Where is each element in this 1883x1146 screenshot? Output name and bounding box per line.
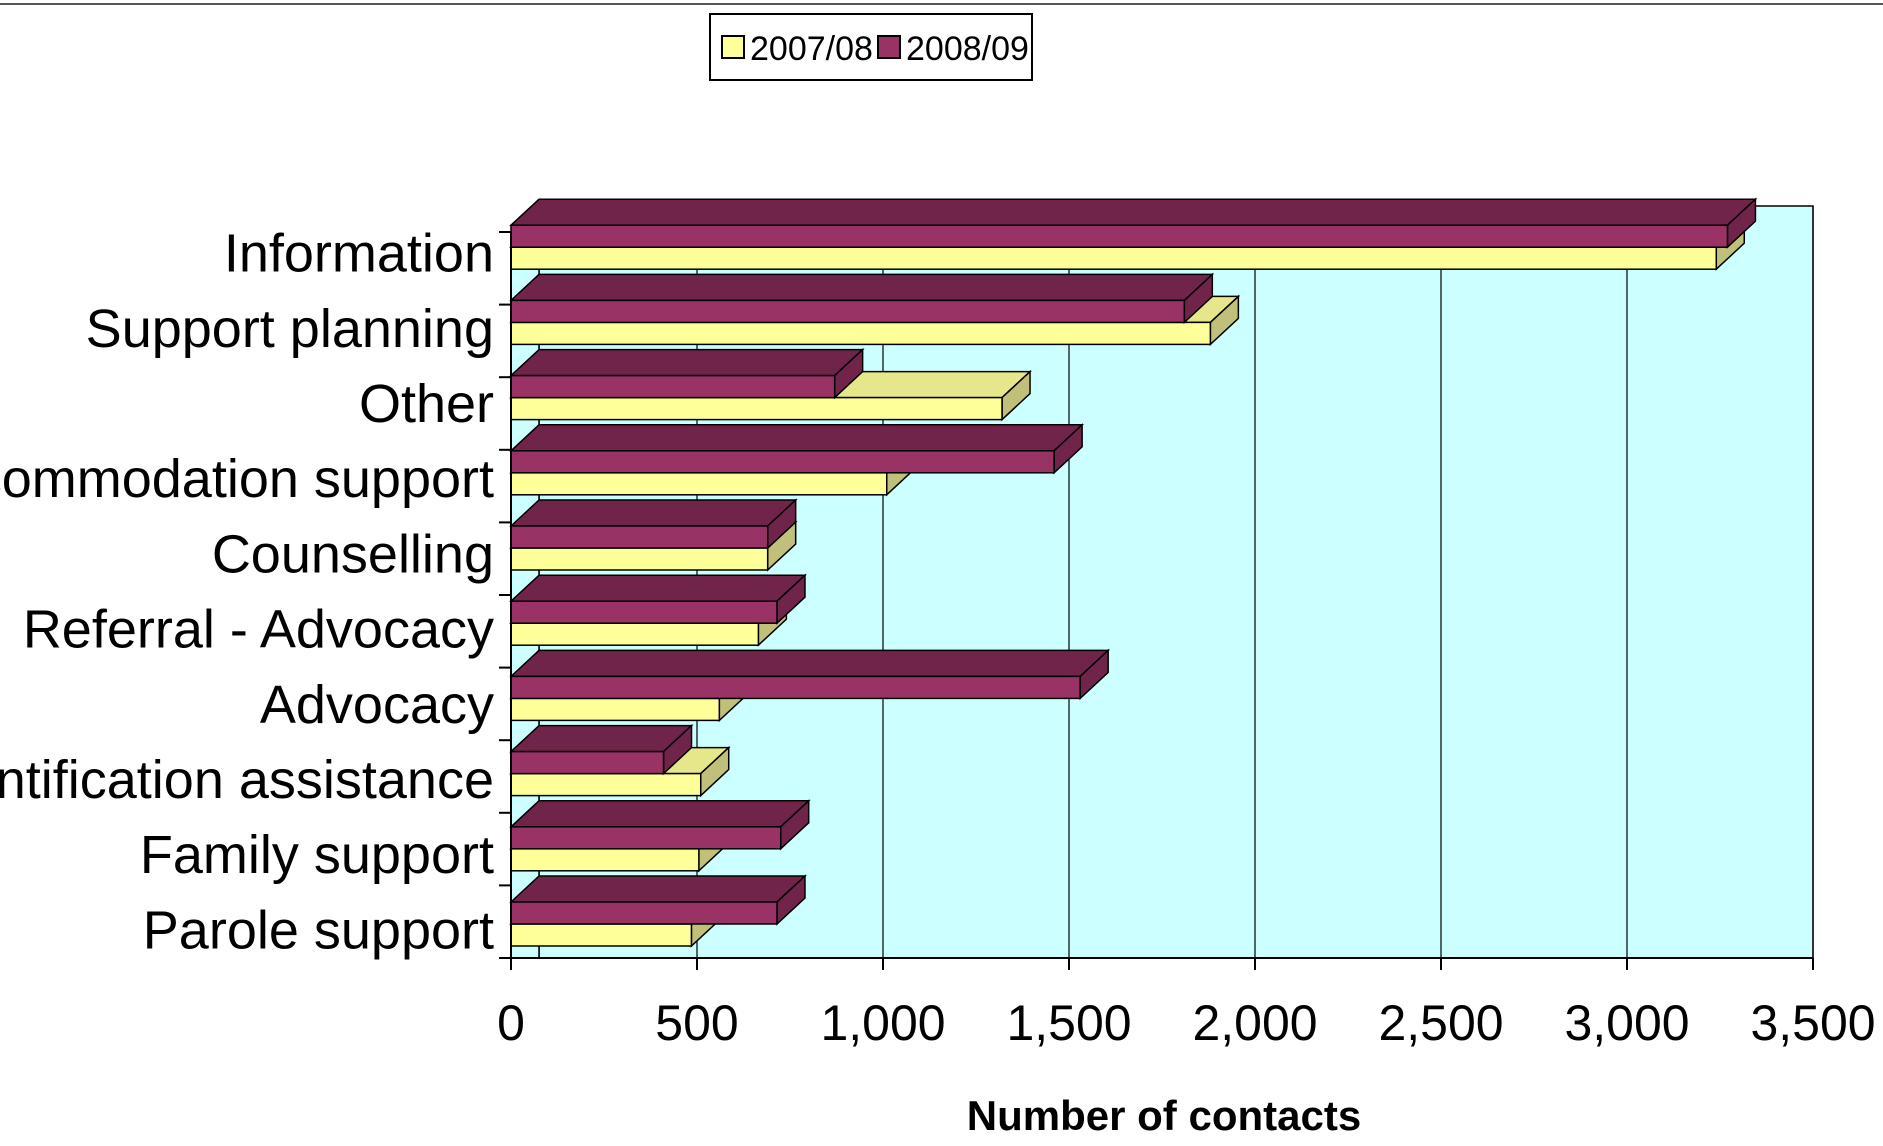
bar-front-face: [510, 472, 888, 496]
bar-front-face: [510, 923, 693, 947]
category-label: Parole support: [143, 900, 494, 960]
category-label: Identification assistance: [0, 750, 494, 810]
category-label: Accommodation support: [0, 449, 494, 509]
axes: [499, 231, 1814, 970]
category-label: Family support: [140, 825, 494, 885]
bar-top-face: [509, 574, 807, 602]
x-tick-label: 3,000: [1564, 995, 1689, 1051]
bar-front-face: [510, 901, 778, 925]
bar-top-face: [509, 649, 1111, 678]
legend-box: [709, 13, 1033, 81]
bar-2008-09: [509, 573, 807, 625]
bar-front-face: [510, 374, 836, 399]
bar-top-face: [509, 424, 1085, 452]
legend-swatch-2008-09: [877, 35, 901, 59]
x-tick-label: 1,000: [820, 995, 945, 1051]
category-label: Other: [359, 374, 494, 434]
bar-2008-09: [509, 347, 865, 400]
category-labels: Information Support planning Other Accommod…: [0, 224, 494, 961]
bar-front-face: [510, 299, 1186, 324]
bar-front-face: [510, 622, 760, 646]
bars: [509, 197, 1758, 948]
bar-2008-09: [509, 874, 807, 926]
category-label: Support planning: [86, 299, 494, 359]
x-tick-labels: 0 500 1,000 1,500 2,000 2,500 3,000 3,500: [497, 995, 1875, 1051]
x-tick-label: 3,500: [1750, 995, 1875, 1051]
bar-front-face: [510, 697, 721, 722]
x-tick-label: 500: [655, 995, 738, 1051]
bar-front-face: [510, 547, 769, 571]
bar-front-face: [510, 848, 700, 872]
bar-top-face: [509, 348, 865, 377]
category-label: Information: [224, 224, 494, 284]
bar-top-face: [509, 198, 1758, 226]
bar-top-face: [509, 875, 807, 903]
bar-top-face: [509, 499, 798, 527]
bar-front-face: [510, 396, 1003, 421]
bar-front-face: [510, 750, 665, 775]
legend-label-2008-09: 2008/09: [906, 30, 1029, 68]
bar-front-face: [510, 525, 769, 549]
legend-label-2007-08: 2007/08: [750, 30, 873, 68]
x-tick-label: 2,500: [1378, 995, 1503, 1051]
category-label: Counselling: [212, 524, 494, 584]
category-label: Referral - Advocacy: [23, 600, 494, 660]
bar-2008-09: [509, 723, 694, 776]
bar-top-face: [509, 273, 1215, 302]
bar-front-face: [510, 246, 1718, 270]
bar-2008-09: [509, 498, 798, 550]
bar-2008-09: [509, 272, 1215, 325]
legend-swatch-2007-08: [721, 35, 745, 59]
x-tick-label: 0: [497, 995, 525, 1051]
x-tick-label: 1,500: [1006, 995, 1131, 1051]
bar-2008-09: [509, 423, 1085, 475]
x-axis-title: Number of contacts: [967, 1092, 1361, 1139]
bar-front-face: [510, 450, 1055, 474]
bar-top-face: [509, 724, 694, 753]
bar-front-face: [510, 772, 702, 797]
x-tick-label: 2,000: [1192, 995, 1317, 1051]
bar-2008-09: [509, 197, 1758, 249]
bar-front-face: [510, 675, 1081, 700]
bar-front-face: [510, 321, 1212, 346]
bar-front-face: [510, 224, 1729, 248]
legend: 2007/08 2008/09: [709, 13, 1033, 81]
bar-2008-09: [509, 799, 811, 851]
bar-front-face: [510, 600, 778, 624]
category-label: Advocacy: [260, 675, 494, 735]
bar-top-face: [509, 800, 811, 828]
top-rule: [0, 3, 1883, 5]
bar-2008-09: [509, 648, 1111, 701]
bar-front-face: [510, 826, 782, 850]
